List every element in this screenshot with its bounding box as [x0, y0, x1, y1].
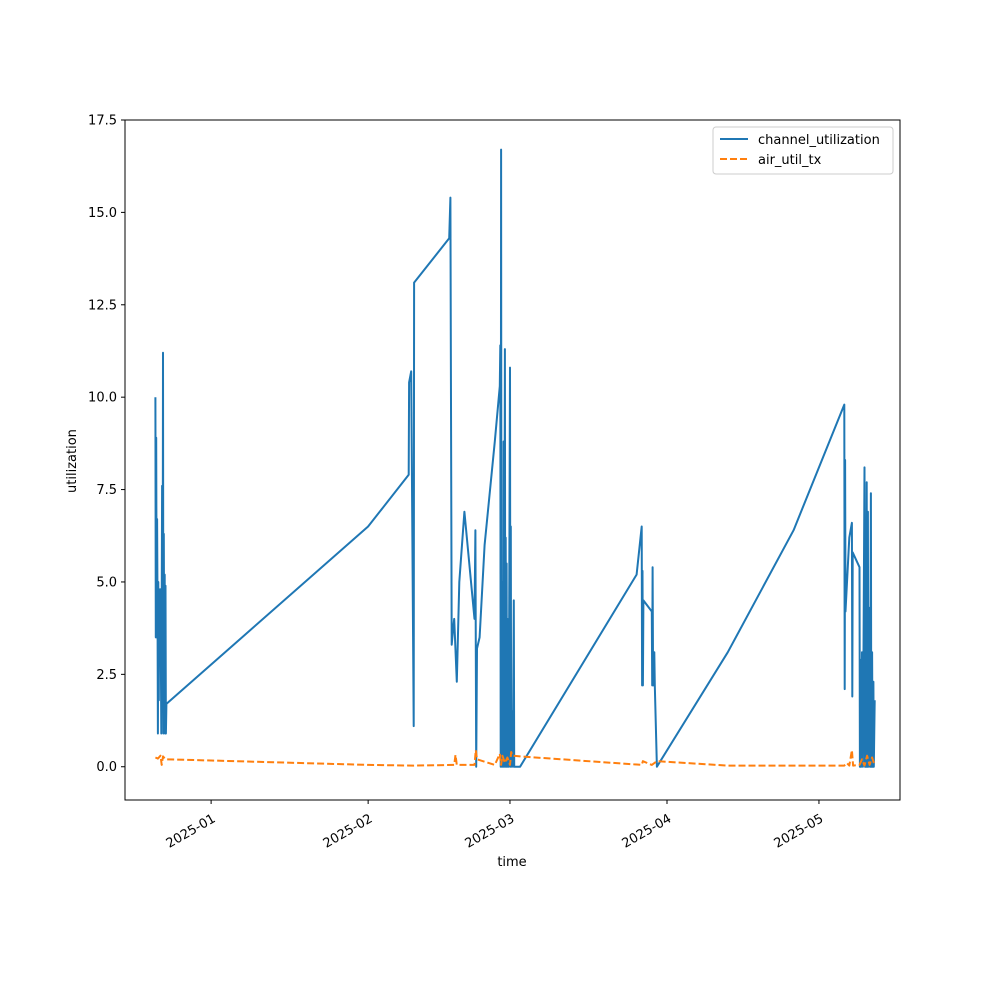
plot-frame — [124, 119, 901, 801]
y-tick-label: 15.0 — [88, 206, 117, 221]
y-tick-label: 0.0 — [96, 760, 117, 775]
x-axis-label: time — [497, 855, 526, 870]
y-tick-label: 10.0 — [88, 391, 117, 406]
y-tick-label: 7.5 — [96, 483, 117, 498]
y-tick-label: 12.5 — [88, 298, 117, 313]
legend: channel_utilization air_util_tx — [712, 126, 894, 175]
legend-label-channel_utilization: channel_utilization — [758, 133, 880, 148]
y-tick-label: 17.5 — [88, 114, 117, 129]
series-layer — [154, 148, 876, 768]
series-line-channel_utilization — [154, 148, 876, 768]
legend-box — [712, 126, 894, 175]
legend-label-air_util_tx: air_util_tx — [758, 153, 822, 168]
y-axis-label: utilization — [65, 429, 80, 493]
y-tick-label: 2.5 — [96, 668, 117, 683]
y-tick-label: 5.0 — [96, 575, 117, 590]
series-line-air_util_tx — [154, 749, 876, 767]
